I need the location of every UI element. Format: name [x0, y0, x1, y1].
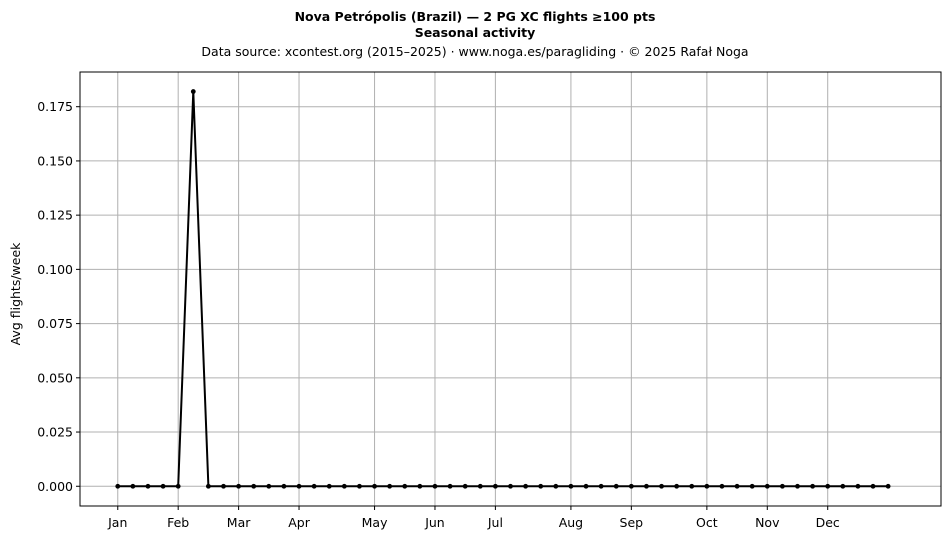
- data-point: [704, 483, 710, 489]
- data-point: [145, 483, 151, 489]
- data-point: [810, 483, 816, 489]
- data-point: [719, 483, 725, 489]
- x-tick-label: Mar: [227, 515, 251, 530]
- data-point: [840, 483, 846, 489]
- chart-source: Data source: xcontest.org (2015–2025) · …: [201, 44, 748, 59]
- y-tick-label: 0.125: [37, 208, 73, 223]
- data-point: [372, 483, 377, 489]
- y-tick-label: 0.075: [37, 316, 73, 331]
- x-tick-label: Jul: [487, 515, 503, 530]
- data-point: [296, 483, 302, 489]
- data-point: [825, 483, 831, 489]
- chart-subtitle: Seasonal activity: [415, 25, 536, 40]
- data-point: [568, 483, 574, 489]
- y-axis-label: Avg flights/week: [8, 242, 23, 346]
- data-point: [311, 483, 317, 489]
- data-point: [477, 483, 483, 489]
- series-line: [115, 89, 891, 489]
- y-tick-label: 0.000: [37, 479, 73, 494]
- y-axis: 0.000 0.025 0.050 0.075 0.100 0.125 0.150 0.175: [37, 99, 80, 494]
- data-point: [508, 483, 513, 489]
- y-tick-label: 0.175: [37, 99, 73, 114]
- data-point: [417, 483, 423, 489]
- x-tick-label: Aug: [559, 515, 583, 530]
- series-path: [117, 90, 889, 488]
- x-tick-label: Sep: [620, 515, 644, 530]
- chart-title: Nova Petrópolis (Brazil) — 2 PG XC fligh…: [295, 9, 656, 24]
- data-point: [160, 483, 166, 489]
- x-tick-label: Feb: [167, 515, 189, 530]
- data-point: [764, 483, 770, 489]
- data-point: [553, 483, 559, 489]
- data-point: [885, 483, 891, 489]
- y-tick-label: 0.100: [37, 262, 73, 277]
- data-point: [462, 483, 468, 489]
- data-point: [538, 483, 544, 489]
- data-point: [689, 483, 695, 489]
- data-point: [432, 483, 438, 489]
- data-point: [492, 483, 498, 489]
- data-point: [447, 483, 453, 489]
- x-tick-label: Nov: [755, 515, 780, 530]
- data-point: [266, 483, 272, 489]
- data-point: [628, 483, 634, 489]
- x-tick-label: Oct: [696, 515, 718, 530]
- y-tick-label: 0.050: [37, 370, 73, 385]
- x-tick-label: Apr: [288, 515, 310, 530]
- x-tick-label: Jun: [424, 515, 445, 530]
- y-tick-label: 0.025: [37, 425, 73, 440]
- data-point: [870, 483, 876, 489]
- data-point: [402, 483, 408, 489]
- x-axis: Jan Feb Mar Apr May Jun Jul Aug Sep Oct Nov Dec: [107, 506, 840, 530]
- grid: [80, 72, 941, 506]
- data-point: [326, 483, 332, 489]
- data-point: [598, 483, 604, 489]
- data-point: [644, 483, 649, 489]
- data-point: [855, 483, 861, 489]
- data-point: [341, 483, 347, 489]
- data-point: [613, 483, 619, 489]
- data-point: [130, 483, 136, 489]
- data-point: [251, 483, 257, 489]
- data-point: [659, 483, 664, 489]
- data-point: [205, 483, 211, 489]
- y-tick-label: 0.150: [37, 153, 73, 168]
- data-point: [734, 483, 740, 489]
- data-point: [236, 483, 242, 489]
- x-tick-label: Dec: [816, 515, 840, 530]
- data-point: [795, 483, 800, 489]
- data-point: [190, 89, 196, 94]
- plot-frame: [79, 71, 942, 507]
- data-point: [387, 483, 393, 489]
- data-point: [357, 483, 362, 489]
- data-point: [281, 483, 287, 489]
- data-point: [175, 483, 181, 489]
- data-point: [779, 483, 785, 489]
- data-point: [115, 483, 121, 489]
- data-point: [221, 483, 226, 489]
- x-tick-label: Jan: [107, 515, 127, 530]
- data-point: [523, 483, 529, 489]
- data-point: [749, 483, 755, 489]
- data-point: [583, 483, 589, 489]
- x-tick-label: May: [362, 515, 388, 530]
- data-point: [674, 483, 680, 489]
